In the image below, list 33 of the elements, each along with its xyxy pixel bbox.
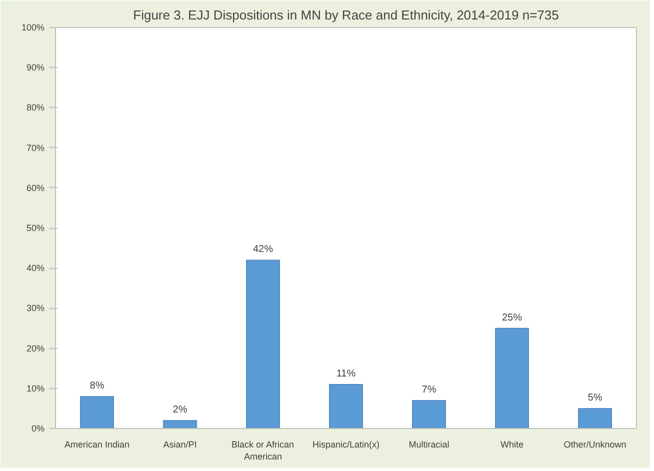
data-label: 5% bbox=[588, 392, 602, 404]
y-tick-label: 60% bbox=[26, 182, 44, 193]
y-tick-label: 70% bbox=[26, 142, 44, 153]
x-tick-label: Black or African American bbox=[231, 440, 294, 462]
x-tick-label: White bbox=[500, 440, 524, 450]
data-label: 7% bbox=[422, 384, 436, 396]
bar bbox=[80, 396, 114, 428]
bar bbox=[495, 328, 529, 428]
x-tick-label: American Indian bbox=[64, 440, 130, 450]
data-label: 11% bbox=[336, 368, 356, 380]
data-label: 2% bbox=[172, 404, 188, 416]
bar bbox=[329, 384, 363, 428]
x-tick-label: Multiracial bbox=[408, 440, 450, 450]
y-tick-label: 10% bbox=[26, 383, 44, 394]
x-tick-label: Asian/PI bbox=[163, 440, 197, 450]
chart-title: Figure 3. EJJ Dispositions in MN by Race and Ethnicity, 2014-2019 n=735 bbox=[133, 8, 559, 22]
x-tick-label: Hispanic/Latin(x) bbox=[312, 440, 380, 450]
bar bbox=[246, 260, 280, 428]
data-label: 25% bbox=[502, 312, 522, 324]
data-label: 42% bbox=[252, 244, 274, 256]
bar bbox=[163, 420, 197, 428]
y-tick-label: 0% bbox=[31, 424, 45, 434]
y-tick-label: 50% bbox=[26, 223, 44, 233]
y-tick-label: 40% bbox=[26, 263, 44, 274]
y-tick-label: 80% bbox=[26, 102, 44, 113]
data-label: 8% bbox=[90, 380, 104, 392]
x-tick-label: Other/Unknown bbox=[564, 440, 626, 450]
y-tick-label: 20% bbox=[26, 343, 44, 354]
bar bbox=[578, 408, 612, 428]
bar bbox=[412, 400, 446, 428]
y-tick-label: 30% bbox=[26, 303, 44, 314]
y-tick-label: 90% bbox=[26, 62, 44, 73]
y-tick-label: 100% bbox=[21, 22, 45, 32]
